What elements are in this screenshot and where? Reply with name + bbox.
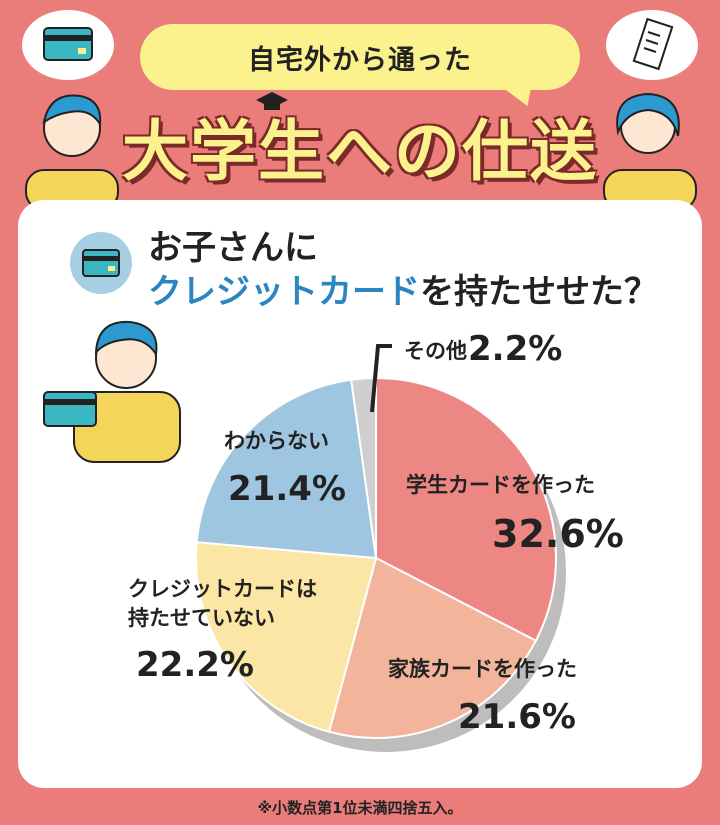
mother-icon	[603, 92, 697, 210]
question-icon-circle	[70, 232, 132, 294]
slice-value-unknown: 21.4%	[228, 469, 346, 509]
slice-label-unknown: わからない	[224, 429, 329, 453]
slice-label-no-card-line2: 持たせていない	[128, 606, 275, 630]
graduation-cap-icon	[256, 92, 288, 110]
slice-label-student-card: 学生カードを作った	[406, 473, 595, 497]
footnote: ※小数点第1位未満四捨五入。	[257, 799, 463, 817]
pie-slice-unknown	[195, 378, 378, 560]
subtitle-bubble: 自宅外から通った	[140, 24, 580, 90]
slice-value-student-card: 32.6%	[492, 512, 624, 556]
receipt-icon	[632, 17, 674, 71]
pie-slice-family-card	[327, 556, 538, 739]
credit-card-icon	[43, 27, 93, 61]
header-illustration	[25, 92, 697, 210]
credit-card-icon	[82, 249, 120, 277]
student-with-card-icon	[43, 320, 181, 463]
slice-label-family-card: 家族カードを作った	[388, 657, 577, 681]
card-bubble	[22, 10, 114, 80]
question-rest: を持たせせた？	[420, 272, 658, 313]
student-boy-icon	[25, 94, 119, 210]
pie-slice-no-card	[195, 541, 378, 733]
slice-label-no-card-line1: クレジットカードは	[128, 577, 317, 601]
subtitle: 自宅外から通った	[248, 44, 472, 76]
slice-label-other: その他	[404, 339, 467, 363]
question-line-1: お子さんに	[148, 228, 318, 268]
slice-value-other: 2.2%	[468, 329, 562, 369]
question-title: お子さんに クレジットカードを持たせせた？	[148, 226, 658, 314]
slice-value-family-card: 21.6%	[458, 697, 576, 737]
question-line-2: クレジットカードを持たせせた？	[148, 270, 658, 314]
receipt-bubble	[606, 10, 698, 80]
pie-slice-student-card	[375, 376, 557, 643]
slice-value-no-card: 22.2%	[136, 645, 254, 685]
other-leader-line	[370, 344, 392, 413]
question-accent: クレジットカード	[148, 272, 420, 313]
